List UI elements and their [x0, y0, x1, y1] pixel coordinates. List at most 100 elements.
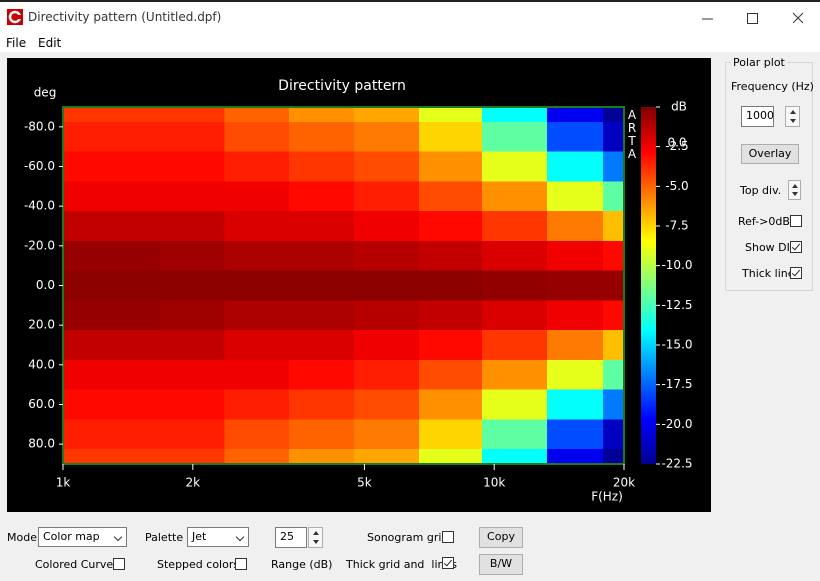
checkbox[interactable]: [790, 215, 802, 227]
heatmap-cell: [159, 240, 225, 272]
heatmap-cell: [63, 211, 96, 242]
checkbox[interactable]: [235, 558, 247, 570]
chart: Directivity pattern deg F(Hz) dB ARTA 1k…: [7, 58, 711, 512]
heatmap-cell: [159, 151, 225, 182]
heatmap-cell: [289, 151, 355, 182]
checkbox[interactable]: [442, 557, 454, 569]
checkbox[interactable]: [790, 267, 802, 279]
range-input[interactable]: 25: [275, 527, 307, 548]
heatmap-cell: [159, 107, 225, 123]
mode-select[interactable]: Color map: [38, 527, 127, 547]
colorbar-tick-label: -17.5: [661, 377, 692, 391]
colorbar-tick-label: -12.5: [661, 298, 692, 312]
overlay-button[interactable]: Overlay: [741, 144, 799, 164]
heatmap-cell: [354, 151, 420, 182]
colorbar-tick-label: -5.0: [665, 179, 688, 193]
heatmap-cell: [224, 211, 290, 242]
heatmap-cell: [159, 270, 225, 301]
menu-item[interactable]: File: [6, 36, 27, 50]
heatmap-cell: [94, 211, 160, 242]
checkbox[interactable]: [790, 241, 802, 253]
heatmap-cell: [289, 330, 355, 361]
heatmap-cell: [603, 151, 625, 182]
heatmap-cell: [419, 211, 483, 242]
heatmap-cell: [63, 270, 96, 301]
heatmap-cell: [354, 419, 420, 450]
heatmap-cell: [94, 107, 160, 123]
heatmap-cell: [289, 211, 355, 242]
colorbar-tick-label: -2.5: [665, 139, 688, 153]
window-controls[interactable]: [690, 8, 815, 28]
heatmap-cell: [482, 330, 548, 361]
heatmap-cell: [419, 300, 483, 331]
heatmap-cell: [224, 449, 290, 465]
heatmap-cell: [289, 121, 355, 153]
heatmap-cell: [603, 330, 625, 361]
colorbar-tick-label: -20.0: [661, 417, 692, 431]
copy-button[interactable]: Copy: [479, 527, 523, 548]
bw-button[interactable]: B/W: [479, 554, 523, 575]
window-title: Directivity pattern (Untitled.dpf): [28, 10, 222, 24]
heatmap-cell: [354, 121, 420, 153]
heatmap-cell: [94, 181, 160, 212]
colorbar: [641, 107, 656, 464]
heatmap-cell: [289, 270, 355, 301]
label: Thick grid and lines: [346, 558, 457, 571]
heatmap-cell: [482, 449, 548, 465]
checkbox[interactable]: [442, 531, 454, 543]
heatmap-cell: [482, 300, 548, 331]
heatmap-cell: [419, 121, 483, 153]
heatmap-cell: [159, 330, 225, 361]
palette-select[interactable]: Jet: [187, 527, 249, 547]
heatmap-cell: [482, 240, 548, 272]
heatmap-cell: [289, 240, 355, 272]
heatmap-cell: [159, 300, 225, 331]
spinner[interactable]: [308, 527, 323, 548]
heatmap-cell: [547, 107, 604, 123]
menu-item[interactable]: Edit: [38, 36, 62, 50]
heatmap-cell: [63, 151, 96, 182]
spinner[interactable]: [785, 106, 800, 127]
label: Top div.: [740, 184, 782, 197]
heatmap-cell: [63, 330, 96, 361]
heatmap-cell: [94, 151, 160, 182]
heatmap-cell: [419, 419, 483, 450]
heatmap-cell: [224, 151, 290, 182]
chart-title: Directivity pattern: [278, 78, 406, 94]
checkbox[interactable]: [113, 558, 125, 570]
heatmap-cell: [159, 449, 225, 465]
heatmap-cell: [603, 240, 625, 272]
spinner[interactable]: [788, 180, 801, 200]
label: Palette: [145, 531, 184, 544]
heatmap-cell: [547, 389, 604, 420]
heatmap-cell: [419, 330, 483, 361]
heatmap-cell: [94, 389, 160, 420]
heatmap-cell: [603, 359, 625, 391]
heatmap-cell: [94, 270, 160, 301]
y-tick-label: 20.0: [28, 318, 55, 332]
heatmap-cell: [94, 240, 160, 272]
frequency-input[interactable]: 1000: [741, 106, 774, 127]
y-tick-label: -20.0: [24, 238, 55, 252]
heatmap-cell: [419, 240, 483, 272]
y-axis-label: deg: [34, 86, 57, 100]
heatmap-cell: [63, 121, 96, 153]
heatmap-cell: [482, 270, 548, 301]
heatmap-cell: [354, 181, 420, 212]
heatmap-cell: [603, 300, 625, 331]
heatmap-cell: [482, 389, 548, 420]
heatmap-cell: [482, 419, 548, 450]
heatmap-cell: [224, 181, 290, 212]
heatmap-cell: [63, 300, 96, 331]
heatmap-cell: [159, 121, 225, 153]
heatmap-cell: [419, 270, 483, 301]
y-tick-label: -60.0: [24, 159, 55, 173]
label: Ref->0dB: [738, 215, 790, 228]
heatmap-cell: [547, 240, 604, 272]
colorbar-tick-label: 0.0: [667, 136, 686, 150]
heatmap-cell: [603, 107, 625, 123]
heatmap-cell: [547, 419, 604, 450]
heatmap-cell: [547, 270, 604, 301]
heatmap-cell: [419, 181, 483, 212]
